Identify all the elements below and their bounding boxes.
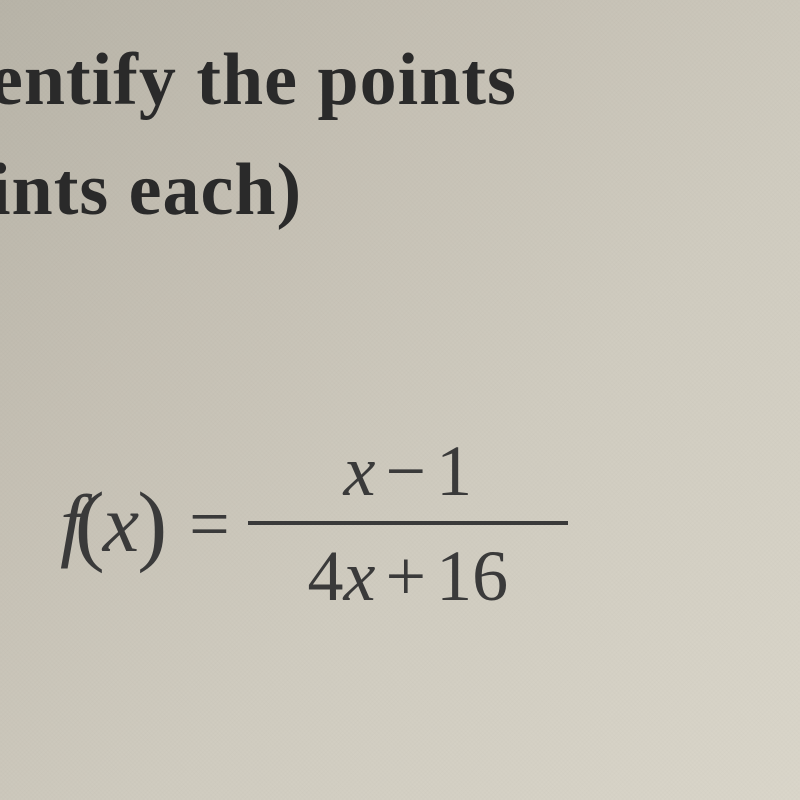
equation-container: f ( x ) = x − 1 4 x + 16: [60, 430, 568, 618]
denominator: 4 x + 16: [295, 525, 520, 618]
denominator-variable: x: [343, 535, 375, 618]
heading-line-2: ints each): [0, 148, 302, 233]
numerator-constant: 1: [436, 430, 472, 513]
function-variable: x: [103, 477, 139, 571]
fraction: x − 1 4 x + 16: [248, 430, 568, 618]
numerator-variable: x: [343, 430, 375, 513]
numerator-operator: −: [385, 430, 426, 513]
paren-close: ): [137, 473, 167, 576]
denominator-coefficient: 4: [307, 535, 343, 618]
heading-line-1: entify the points: [0, 38, 517, 123]
equals-sign: =: [189, 483, 230, 566]
denominator-operator: +: [385, 535, 426, 618]
paren-open: (: [75, 473, 105, 576]
function-notation: f ( x ): [60, 473, 167, 576]
numerator: x − 1: [331, 430, 484, 521]
denominator-constant: 16: [436, 535, 508, 618]
